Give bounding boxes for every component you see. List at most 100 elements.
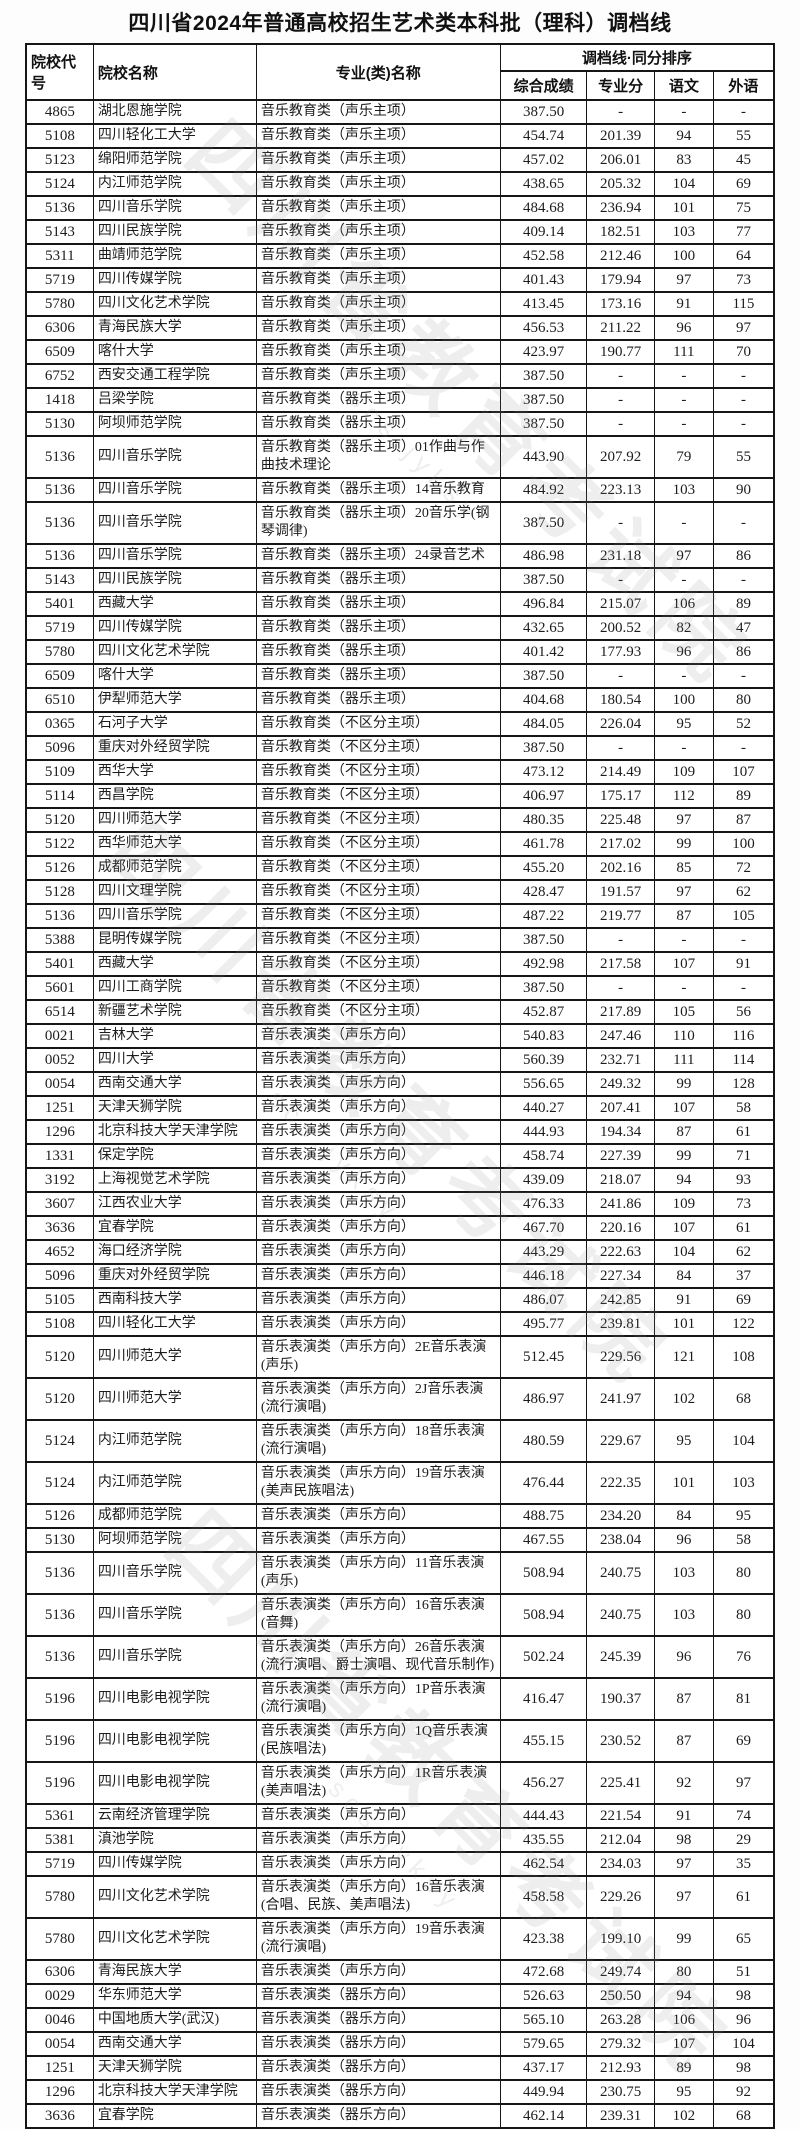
cell-comprehensive-score: 387.50	[499, 387, 588, 413]
cell-major-score: -	[586, 411, 655, 437]
table-row: 5401 西藏大学 音乐教育类（器乐主项） 496.84 215.07 106 89	[25, 591, 775, 617]
cell-comprehensive-score: 401.43	[499, 267, 588, 293]
table-row: 5136 四川音乐学院 音乐教育类（器乐主项）14音乐教育 484.92 223.13 1…	[25, 477, 775, 503]
cell-major-score: 245.39	[586, 1635, 655, 1679]
cell-major-name: 音乐表演类（声乐方向）	[255, 1143, 501, 1169]
cell-foreign-score: 80	[712, 1593, 775, 1637]
cell-major-name: 音乐教育类（器乐主项）14音乐教育	[255, 477, 501, 503]
table-row: 5096 重庆对外经贸学院 音乐表演类（声乐方向） 446.18 227.34 84 37	[25, 1263, 775, 1289]
cell-foreign-score: 47	[712, 615, 775, 641]
cell-major-score: 207.41	[586, 1095, 655, 1121]
cell-college-name: 滇池学院	[92, 1827, 257, 1853]
cell-chinese-score: 96	[653, 1527, 714, 1553]
table-row: 3192 上海视觉艺术学院 音乐表演类（声乐方向） 439.09 218.07 94 93	[25, 1167, 775, 1193]
cell-foreign-score: 55	[712, 123, 775, 149]
cell-major-score: 241.97	[586, 1377, 655, 1421]
cell-comprehensive-score: 428.47	[499, 879, 588, 905]
cell-major-score: 263.28	[586, 2007, 655, 2033]
cell-chinese-score: 121	[653, 1335, 714, 1379]
cell-foreign-score: -	[712, 735, 775, 761]
cell-chinese-score: 110	[653, 1023, 714, 1049]
cell-comprehensive-score: 476.33	[499, 1191, 588, 1217]
cell-major-name: 音乐表演类（声乐方向）	[255, 1311, 501, 1337]
cell-chinese-score: 97	[653, 543, 714, 569]
cell-major-score: 173.16	[586, 291, 655, 317]
cell-college-name: 内江师范学院	[92, 1461, 257, 1505]
cell-comprehensive-score: 435.55	[499, 1827, 588, 1853]
cell-foreign-score: 105	[712, 903, 775, 929]
cell-comprehensive-score: 443.29	[499, 1239, 588, 1265]
admission-score-table: 院校代号 院校名称 专业(类)名称 调档线·同分排序 综合成绩 专业分 语文 外…	[25, 43, 775, 2129]
cell-major-name: 音乐表演类（声乐方向）1R音乐表演(美声唱法)	[255, 1761, 501, 1805]
cell-foreign-score: 81	[712, 1677, 775, 1721]
table-row: 0052 四川大学 音乐表演类（声乐方向） 560.39 232.71 111 114	[25, 1047, 775, 1073]
cell-chinese-score: -	[653, 663, 714, 689]
cell-college-name: 湖北恩施学院	[92, 99, 257, 125]
cell-comprehensive-score: 387.50	[499, 927, 588, 953]
cell-college-code: 6510	[25, 687, 94, 713]
cell-college-code: 0052	[25, 1047, 94, 1073]
cell-major-score: 227.39	[586, 1143, 655, 1169]
cell-chinese-score: 109	[653, 759, 714, 785]
cell-college-name: 北京科技大学天津学院	[92, 1119, 257, 1145]
cell-chinese-score: 91	[653, 291, 714, 317]
cell-foreign-score: 72	[712, 855, 775, 881]
cell-comprehensive-score: 579.65	[499, 2031, 588, 2057]
cell-major-score: 234.20	[586, 1503, 655, 1529]
cell-college-name: 四川传媒学院	[92, 1851, 257, 1877]
cell-chinese-score: 89	[653, 2055, 714, 2081]
cell-major-score: 194.34	[586, 1119, 655, 1145]
cell-foreign-score: 91	[712, 951, 775, 977]
table-row: 5143 四川民族学院 音乐教育类（声乐主项） 409.14 182.51 103 77	[25, 219, 775, 245]
cell-chinese-score: 98	[653, 1827, 714, 1853]
cell-college-name: 吉林大学	[92, 1023, 257, 1049]
cell-major-score: 230.52	[586, 1719, 655, 1763]
cell-major-name: 音乐教育类（器乐主项）	[255, 567, 501, 593]
cell-chinese-score: 84	[653, 1503, 714, 1529]
cell-foreign-score: -	[712, 99, 775, 125]
cell-chinese-score: -	[653, 735, 714, 761]
cell-college-name: 天津天狮学院	[92, 1095, 257, 1121]
cell-foreign-score: 56	[712, 999, 775, 1025]
cell-major-score: 222.35	[586, 1461, 655, 1505]
cell-foreign-score: 108	[712, 1335, 775, 1379]
cell-foreign-score: 35	[712, 1851, 775, 1877]
cell-college-code: 5120	[25, 1335, 94, 1379]
table-row: 5136 四川音乐学院 音乐表演类（声乐方向）11音乐表演(声乐) 508.94 240…	[25, 1551, 775, 1595]
cell-major-score: 250.50	[586, 1983, 655, 2009]
cell-college-name: 四川轻化工大学	[92, 1311, 257, 1337]
header-college-name: 院校名称	[92, 43, 257, 101]
cell-foreign-score: 87	[712, 807, 775, 833]
cell-foreign-score: 103	[712, 1461, 775, 1505]
cell-college-name: 内江师范学院	[92, 1419, 257, 1463]
table-row: 5108 四川轻化工大学 音乐表演类（声乐方向） 495.77 239.81 101 122	[25, 1311, 775, 1337]
cell-foreign-score: 122	[712, 1311, 775, 1337]
cell-major-score: 217.89	[586, 999, 655, 1025]
cell-chinese-score: 107	[653, 2031, 714, 2057]
cell-college-name: 中国地质大学(武汉)	[92, 2007, 257, 2033]
cell-chinese-score: -	[653, 501, 714, 545]
cell-college-name: 四川民族学院	[92, 219, 257, 245]
cell-major-name: 音乐表演类（声乐方向）	[255, 1167, 501, 1193]
cell-major-score: 200.52	[586, 615, 655, 641]
cell-major-score: 239.81	[586, 1311, 655, 1337]
cell-foreign-score: 107	[712, 759, 775, 785]
cell-major-name: 音乐教育类（声乐主项）	[255, 363, 501, 389]
cell-comprehensive-score: 387.50	[499, 501, 588, 545]
cell-college-code: 5108	[25, 123, 94, 149]
cell-foreign-score: -	[712, 501, 775, 545]
cell-major-score: 180.54	[586, 687, 655, 713]
cell-comprehensive-score: 439.09	[499, 1167, 588, 1193]
cell-foreign-score: 104	[712, 1419, 775, 1463]
cell-college-name: 四川文理学院	[92, 879, 257, 905]
cell-foreign-score: 69	[712, 1719, 775, 1763]
cell-comprehensive-score: 443.90	[499, 435, 588, 479]
cell-comprehensive-score: 452.58	[499, 243, 588, 269]
table-row: 5130 阿坝师范学院 音乐教育类（器乐主项） 387.50- - -	[25, 411, 775, 437]
cell-chinese-score: 107	[653, 951, 714, 977]
cell-college-name: 四川音乐学院	[92, 501, 257, 545]
cell-comprehensive-score: 480.59	[499, 1419, 588, 1463]
cell-college-code: 5719	[25, 267, 94, 293]
cell-major-name: 音乐教育类（器乐主项）	[255, 663, 501, 689]
cell-college-name: 宜春学院	[92, 1215, 257, 1241]
